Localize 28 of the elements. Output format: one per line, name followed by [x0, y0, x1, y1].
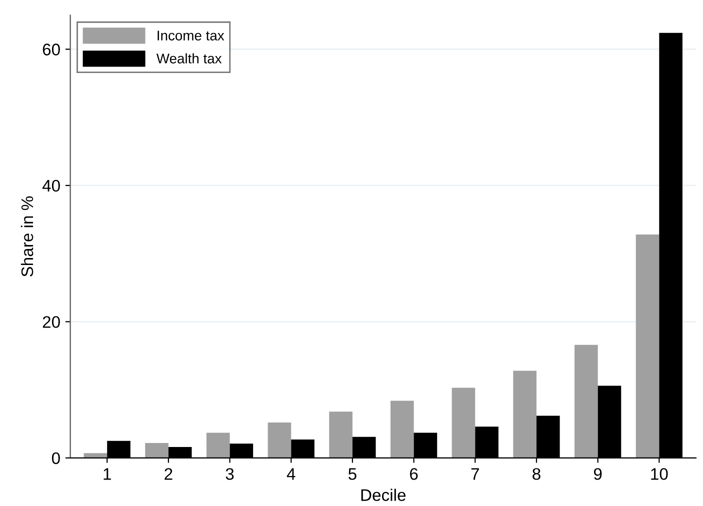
x-tick-label: 7: [471, 468, 479, 480]
bar: [513, 370, 536, 458]
y-tick-label: 0: [52, 452, 60, 464]
y-axis-title: Share in %: [20, 196, 34, 277]
x-tick-label: 4: [286, 468, 296, 480]
x-tick-label: 1: [104, 468, 111, 480]
bar: [145, 442, 168, 458]
bar: [329, 412, 352, 458]
bar: [574, 344, 598, 458]
x-tick-label: 5: [348, 468, 356, 480]
x-tick-label: 6: [410, 468, 418, 480]
bar: [390, 400, 414, 458]
y-tick-label: 60: [42, 44, 60, 56]
bar: [206, 432, 230, 458]
bar: [452, 388, 476, 458]
legend-label: Income tax: [158, 30, 224, 40]
bar: [84, 453, 108, 458]
x-tick-label: 2: [164, 468, 172, 480]
x-tick-label: 3: [226, 468, 234, 480]
x-tick-label: 8: [532, 468, 540, 480]
x-axis-title: Decile: [361, 488, 406, 501]
bar: [636, 234, 660, 458]
bar: [268, 422, 292, 458]
legend-label: Wealth tax: [156, 53, 222, 64]
y-tick-label: 40: [42, 180, 60, 192]
x-tick-label: 9: [594, 468, 602, 480]
x-tick-label: 10: [651, 468, 668, 480]
y-tick-label: 20: [42, 316, 60, 328]
